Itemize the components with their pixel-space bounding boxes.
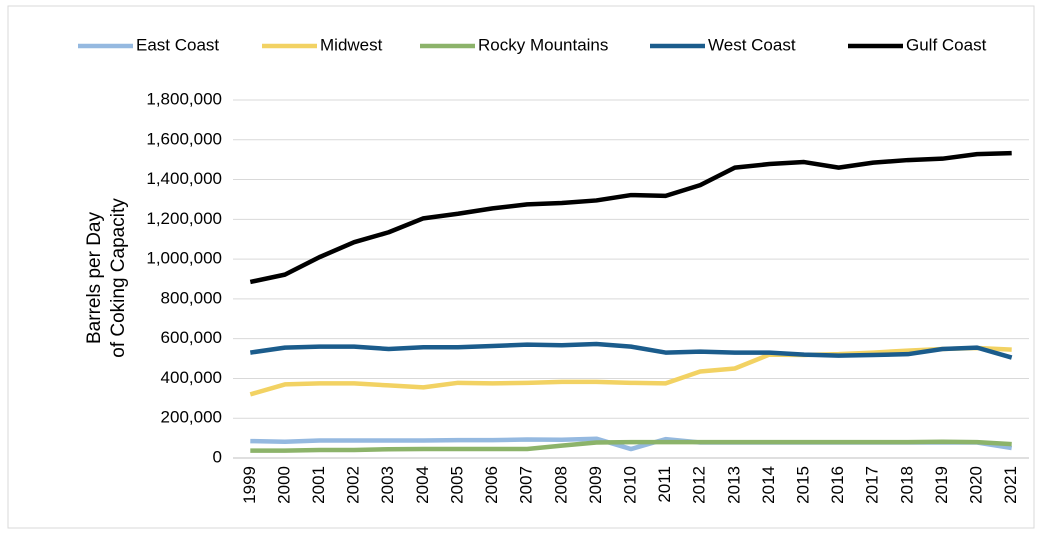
legend-label: Midwest [320, 35, 383, 54]
y-tick-label: 1,400,000 [146, 169, 222, 188]
y-tick-label: 200,000 [161, 408, 222, 427]
y-tick-label: 800,000 [161, 288, 222, 307]
line-series [250, 439, 1012, 453]
x-tick-label: 2020 [967, 466, 986, 504]
line-series [249, 341, 1013, 360]
legend-label: East Coast [136, 35, 219, 54]
y-axis-label: Barrels per Day [84, 212, 105, 344]
x-tick-label: 2017 [863, 466, 882, 504]
x-tick-label: 2002 [344, 466, 363, 504]
x-tick-label: 2001 [309, 466, 328, 504]
x-tick-label: 2016 [828, 466, 847, 504]
x-tick-label: 2009 [586, 466, 605, 504]
legend-label: Gulf Coast [906, 35, 987, 54]
x-tick-label: 2005 [447, 466, 466, 504]
y-axis-label: of Coking Capacity [108, 198, 129, 358]
x-tick-label: 2010 [620, 466, 639, 504]
x-tick-label: 2007 [517, 466, 536, 504]
x-tick-label: 1999 [240, 466, 259, 504]
x-tick-label: 2006 [482, 466, 501, 504]
y-tick-label: 1,000,000 [146, 249, 222, 268]
y-tick-label: 1,200,000 [146, 209, 222, 228]
x-tick-label: 2019 [932, 466, 951, 504]
legend-label: Rocky Mountains [478, 35, 608, 54]
x-tick-label: 2000 [274, 466, 293, 504]
y-tick-label: 1,800,000 [146, 89, 222, 108]
x-tick-label: 2012 [690, 466, 709, 504]
y-tick-label: 400,000 [161, 368, 222, 387]
x-tick-label: 2014 [759, 466, 778, 504]
line-series [249, 150, 1012, 285]
legend-label: West Coast [708, 35, 796, 54]
x-tick-label: 2011 [655, 466, 674, 503]
line-series [249, 345, 1012, 397]
y-tick-label: 0 [213, 447, 222, 466]
x-tick-label: 2018 [897, 466, 916, 504]
chart-border [7, 5, 1035, 529]
x-tick-label: 2013 [724, 466, 743, 504]
x-tick-label: 2015 [794, 466, 813, 504]
x-tick-label: 2008 [551, 466, 570, 504]
y-tick-label: 1,600,000 [146, 129, 222, 148]
y-tick-label: 600,000 [161, 328, 222, 347]
x-tick-label: 2004 [413, 466, 432, 504]
x-tick-label: 2003 [378, 466, 397, 504]
x-tick-label: 2021 [1001, 466, 1020, 504]
